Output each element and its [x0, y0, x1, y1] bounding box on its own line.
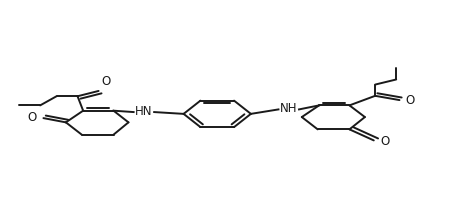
Text: O: O [380, 135, 390, 148]
Text: O: O [406, 94, 415, 107]
Text: NH: NH [280, 102, 298, 115]
Text: HN: HN [135, 105, 153, 118]
Text: O: O [101, 75, 110, 88]
Text: O: O [28, 111, 37, 124]
